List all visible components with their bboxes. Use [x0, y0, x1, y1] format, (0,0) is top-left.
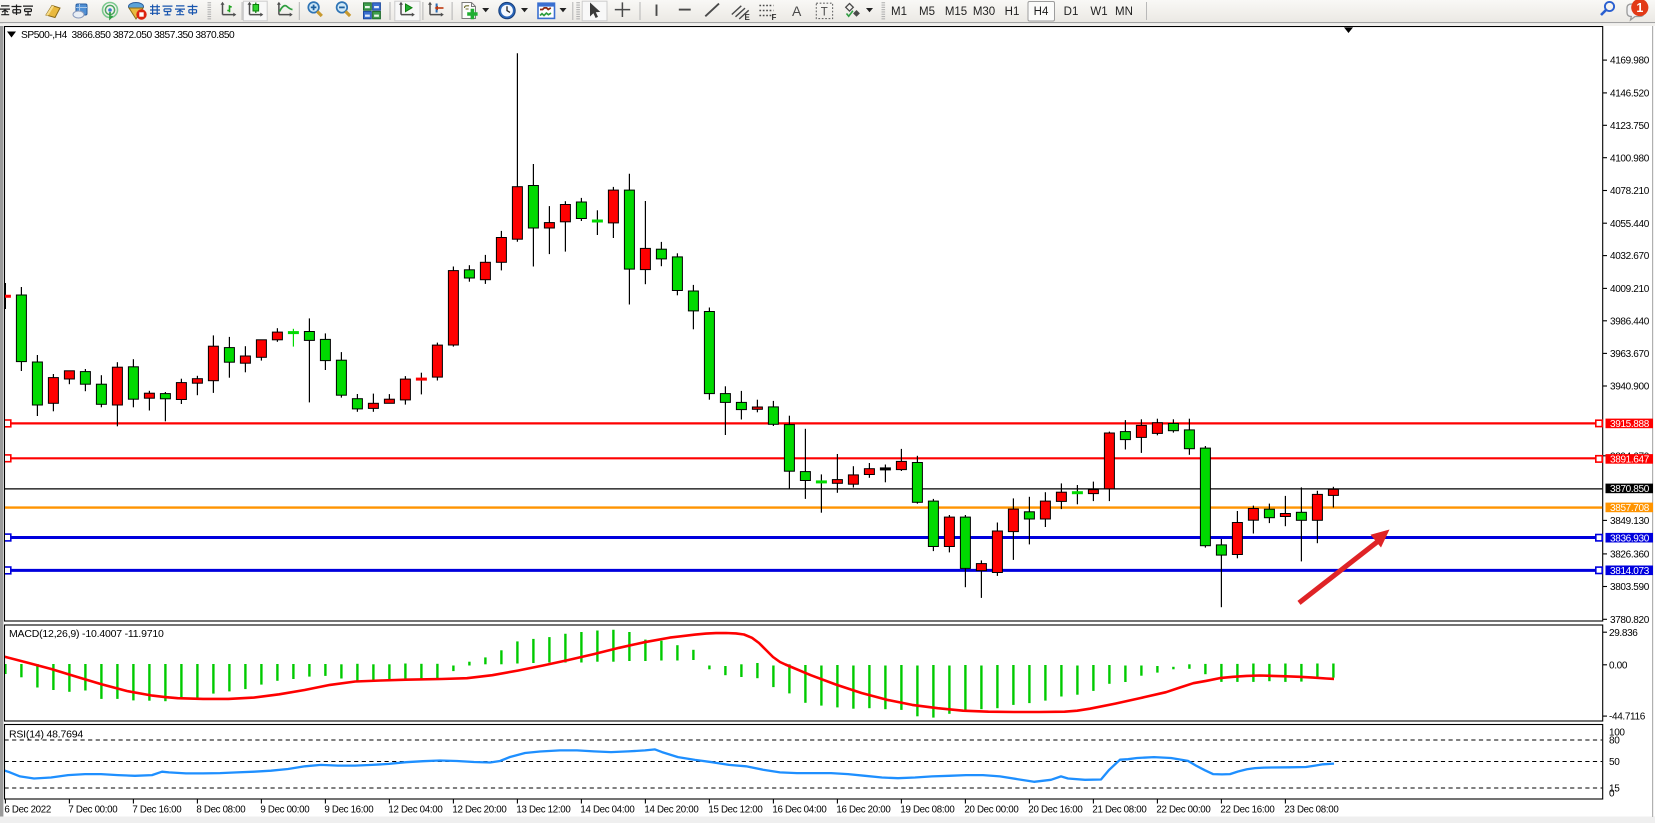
svg-text:3986.440: 3986.440: [1610, 316, 1650, 327]
svg-text:100: 100: [1609, 727, 1625, 738]
svg-text:4146.520: 4146.520: [1610, 89, 1650, 100]
svg-text:3891.647: 3891.647: [1610, 455, 1650, 466]
svg-text:3836.930: 3836.930: [1610, 533, 1650, 544]
svg-text:12 Dec 04:00: 12 Dec 04:00: [388, 805, 443, 816]
svg-text:3870.850: 3870.850: [1610, 484, 1650, 495]
svg-text:15 Dec 12:00: 15 Dec 12:00: [708, 805, 763, 816]
svg-text:3780.820: 3780.820: [1610, 615, 1650, 626]
svg-text:15: 15: [1609, 784, 1620, 795]
svg-text:9 Dec 00:00: 9 Dec 00:00: [260, 805, 310, 816]
svg-text:D1: D1: [1064, 6, 1079, 18]
svg-text:H1: H1: [1005, 6, 1020, 18]
svg-text:16 Dec 20:00: 16 Dec 20:00: [836, 805, 891, 816]
svg-text:M30: M30: [973, 6, 995, 18]
svg-text:MN: MN: [1115, 6, 1133, 18]
svg-text:4100.980: 4100.980: [1610, 153, 1650, 164]
svg-text:3963.670: 3963.670: [1610, 349, 1650, 360]
svg-text:H4: H4: [1034, 6, 1049, 18]
svg-text:3857.708: 3857.708: [1610, 503, 1650, 514]
svg-text:6 Dec 2022: 6 Dec 2022: [4, 805, 51, 816]
svg-text:0: 0: [1609, 789, 1615, 800]
svg-text:20 Dec 00:00: 20 Dec 00:00: [964, 805, 1019, 816]
svg-text:50: 50: [1609, 757, 1620, 768]
svg-text:22 Dec 16:00: 22 Dec 16:00: [1220, 805, 1275, 816]
svg-text:3849.130: 3849.130: [1610, 516, 1650, 527]
svg-text:MACD(12,26,9) -10.4007 -11.971: MACD(12,26,9) -10.4007 -11.9710: [9, 628, 164, 640]
svg-text:14 Dec 04:00: 14 Dec 04:00: [580, 805, 635, 816]
svg-text:12 Dec 20:00: 12 Dec 20:00: [452, 805, 507, 816]
svg-text:9 Dec 16:00: 9 Dec 16:00: [324, 805, 374, 816]
svg-text:4032.670: 4032.670: [1610, 251, 1650, 262]
svg-text:7 Dec 00:00: 7 Dec 00:00: [68, 805, 118, 816]
svg-text:3803.590: 3803.590: [1610, 582, 1650, 593]
svg-text:M5: M5: [919, 6, 935, 18]
svg-text:3814.073: 3814.073: [1610, 566, 1650, 577]
svg-text:8 Dec 08:00: 8 Dec 08:00: [196, 805, 246, 816]
svg-text:16 Dec 04:00: 16 Dec 04:00: [772, 805, 827, 816]
svg-text:29.836: 29.836: [1609, 628, 1638, 639]
svg-text:3915.888: 3915.888: [1610, 419, 1650, 430]
svg-text:T: T: [821, 7, 828, 19]
svg-text:21 Dec 08:00: 21 Dec 08:00: [1092, 805, 1147, 816]
svg-text:4009.210: 4009.210: [1610, 284, 1650, 295]
svg-text:19 Dec 08:00: 19 Dec 08:00: [900, 805, 955, 816]
svg-text:22 Dec 00:00: 22 Dec 00:00: [1156, 805, 1211, 816]
svg-text:3940.900: 3940.900: [1610, 382, 1650, 393]
svg-text:7 Dec 16:00: 7 Dec 16:00: [132, 805, 182, 816]
svg-text:20 Dec 16:00: 20 Dec 16:00: [1028, 805, 1083, 816]
svg-text:W1: W1: [1090, 6, 1107, 18]
svg-text:23 Dec 08:00: 23 Dec 08:00: [1284, 805, 1339, 816]
svg-text:A: A: [792, 3, 802, 19]
svg-text:4055.440: 4055.440: [1610, 219, 1650, 230]
svg-text:4078.210: 4078.210: [1610, 186, 1650, 197]
svg-text:M1: M1: [891, 6, 907, 18]
svg-text:E: E: [745, 13, 751, 22]
svg-text:4169.980: 4169.980: [1610, 56, 1650, 67]
svg-text:RSI(14) 48.7694: RSI(14) 48.7694: [9, 728, 83, 740]
svg-text:13 Dec 12:00: 13 Dec 12:00: [516, 805, 571, 816]
svg-text:3826.360: 3826.360: [1610, 550, 1650, 561]
svg-text:F: F: [772, 13, 777, 22]
svg-text:M15: M15: [945, 6, 967, 18]
svg-text:1: 1: [1636, 1, 1643, 15]
svg-text:SP500-,H4 3866.850 3872.050 3: SP500-,H4 3866.850 3872.050 3857.350 387…: [21, 30, 235, 41]
svg-text:80: 80: [1609, 736, 1620, 747]
svg-text:-44.7116: -44.7116: [1609, 712, 1646, 723]
svg-text:4123.750: 4123.750: [1610, 121, 1650, 132]
svg-text:0.00: 0.00: [1609, 660, 1628, 671]
svg-text:14 Dec 20:00: 14 Dec 20:00: [644, 805, 699, 816]
